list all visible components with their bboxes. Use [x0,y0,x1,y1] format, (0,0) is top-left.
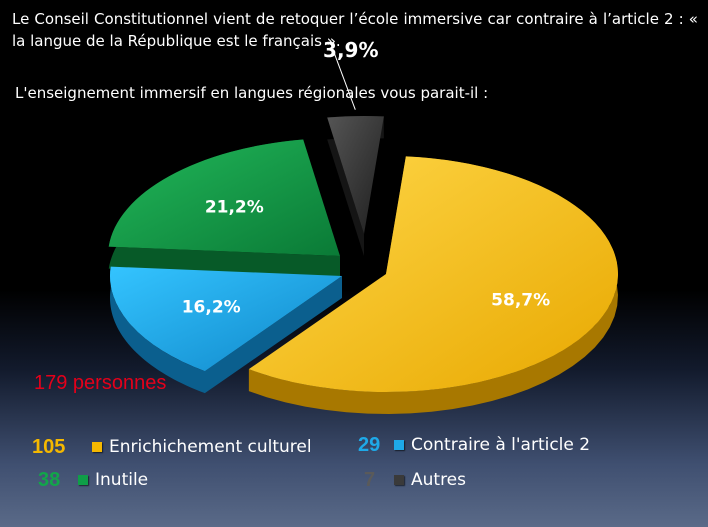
slice-contraire [110,266,342,372]
slice-autres [327,116,384,234]
data-label-autres: 3,9% [323,38,378,62]
legend-label: Contraire à l'article 2 [411,435,591,455]
legend-swatch [394,440,404,450]
question-text: L'enseignement immersif en langues régio… [15,84,489,102]
legend-swatch [92,442,102,452]
legend-swatch [394,475,404,485]
leader-line-autres [332,49,356,110]
legend-label: Inutile [95,470,149,490]
legend-label: Autres [411,470,467,490]
legend-item-autres: 7 Autres [364,467,466,493]
legend-swatch [78,475,88,485]
legend-count: 105 [32,435,66,458]
data-label-contraire: 16,2% [182,297,241,317]
legend-item-contraire: 29 Contraire à l'article 2 [358,432,590,458]
legend-count: 7 [364,468,376,491]
legend-item-enrichissement: 105 Enrichichement culturel [32,434,312,460]
slice-contraire-side [110,266,342,394]
legend-label: Enrichichement culturel [109,437,312,457]
slice-enrichissement-side [248,156,618,414]
legend-item-inutile: 38 Inutile [38,467,148,493]
intro-text: Le Conseil Constitutionnel vient de reto… [12,10,698,50]
total-respondents: 179 personnes [34,372,167,394]
data-label-enrichissement: 58,7% [491,291,550,311]
legend-count: 38 [38,468,61,491]
data-label-inutile: 21,2% [205,197,264,217]
slice-inutile [108,139,340,256]
slice-enrichissement [248,156,618,392]
legend-count: 29 [358,433,381,456]
